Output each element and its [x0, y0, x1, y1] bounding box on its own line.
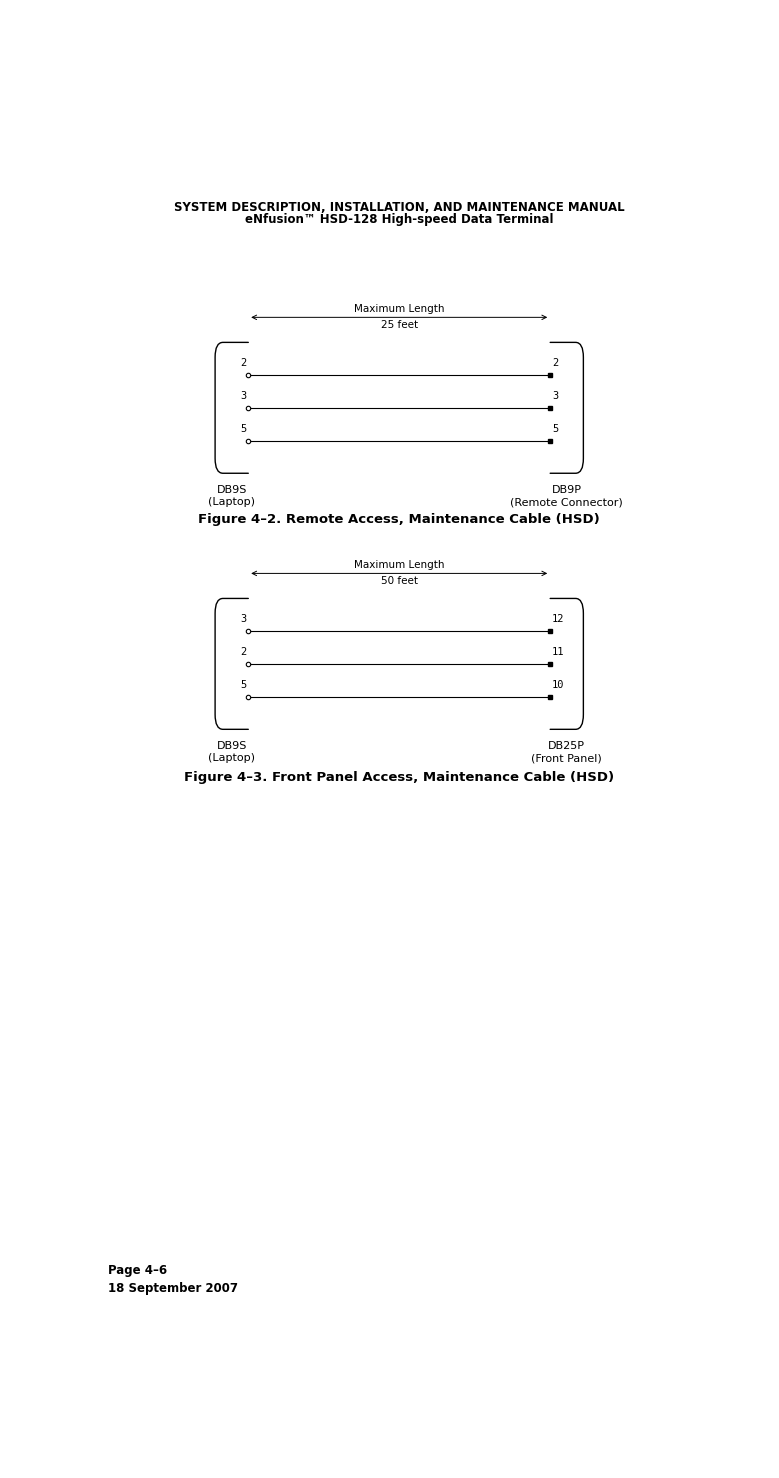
Text: 2: 2: [552, 358, 559, 368]
Text: DB9P
(Remote Connector): DB9P (Remote Connector): [510, 485, 623, 507]
Text: DB25P
(Front Panel): DB25P (Front Panel): [531, 740, 602, 763]
Text: 2: 2: [240, 647, 246, 658]
Text: 2: 2: [240, 358, 246, 368]
Text: eNfusion™ HSD-128 High-speed Data Terminal: eNfusion™ HSD-128 High-speed Data Termin…: [245, 213, 554, 226]
Text: 5: 5: [552, 424, 559, 433]
Text: 10: 10: [552, 680, 565, 690]
Text: Figure 4–2. Remote Access, Maintenance Cable (HSD): Figure 4–2. Remote Access, Maintenance C…: [199, 513, 600, 526]
Text: 12: 12: [552, 615, 565, 624]
Text: SYSTEM DESCRIPTION, INSTALLATION, AND MAINTENANCE MANUAL: SYSTEM DESCRIPTION, INSTALLATION, AND MA…: [174, 201, 625, 214]
Text: 3: 3: [240, 615, 246, 624]
Text: 11: 11: [552, 647, 565, 658]
Text: 5: 5: [240, 424, 246, 433]
Text: DB9S
(Laptop): DB9S (Laptop): [208, 485, 256, 507]
Text: Figure 4–3. Front Panel Access, Maintenance Cable (HSD): Figure 4–3. Front Panel Access, Maintena…: [184, 772, 615, 785]
Text: 50 feet: 50 feet: [381, 575, 418, 585]
Text: DB9S
(Laptop): DB9S (Laptop): [208, 740, 256, 763]
Text: 3: 3: [240, 392, 246, 401]
Text: Maximum Length: Maximum Length: [354, 560, 445, 571]
Text: 5: 5: [240, 680, 246, 690]
Text: 25 feet: 25 feet: [381, 319, 418, 330]
Text: 3: 3: [552, 392, 559, 401]
Text: Maximum Length: Maximum Length: [354, 304, 445, 313]
Text: Page 4–6
18 September 2007: Page 4–6 18 September 2007: [108, 1264, 238, 1295]
